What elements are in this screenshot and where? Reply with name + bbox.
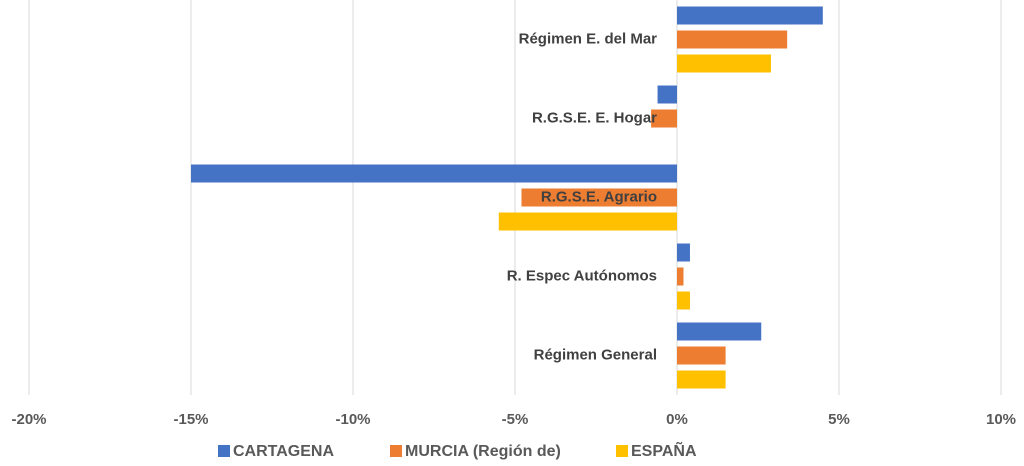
category-label: Régimen E. del Mar bbox=[519, 30, 658, 47]
bar bbox=[657, 85, 677, 104]
bar bbox=[677, 54, 771, 73]
x-tick-label: -15% bbox=[173, 411, 208, 428]
x-tick-label: -20% bbox=[11, 411, 46, 428]
legend-swatch bbox=[616, 445, 628, 457]
legend-swatch bbox=[218, 445, 230, 457]
legend-swatch bbox=[390, 445, 402, 457]
bar bbox=[677, 6, 823, 25]
bar bbox=[651, 109, 677, 128]
x-tick-label: -10% bbox=[335, 411, 370, 428]
category-label: R.G.S.E. Agrario bbox=[541, 188, 657, 205]
bar bbox=[677, 291, 690, 310]
x-tick-label: 0% bbox=[666, 411, 688, 428]
category-label: R.G.S.E. E. Hogar bbox=[532, 109, 657, 126]
bar bbox=[521, 188, 677, 207]
legend-text: MURCIA (Región de) bbox=[405, 443, 561, 460]
bar bbox=[677, 346, 726, 365]
x-tick-label: 10% bbox=[986, 411, 1016, 428]
category-label: R. Espec Autónomos bbox=[507, 267, 657, 284]
legend-text: ESPAÑA bbox=[631, 440, 697, 460]
bar bbox=[677, 322, 762, 341]
bar bbox=[498, 212, 677, 231]
bar bbox=[191, 164, 677, 183]
bar bbox=[677, 370, 726, 389]
x-tick-label: 5% bbox=[828, 411, 850, 428]
bar bbox=[677, 243, 690, 262]
category-label: Régimen General bbox=[534, 346, 657, 363]
bar bbox=[677, 30, 788, 49]
legend-text: CARTAGENA bbox=[233, 443, 334, 460]
bar bbox=[677, 267, 684, 286]
x-tick-label: -5% bbox=[502, 411, 529, 428]
